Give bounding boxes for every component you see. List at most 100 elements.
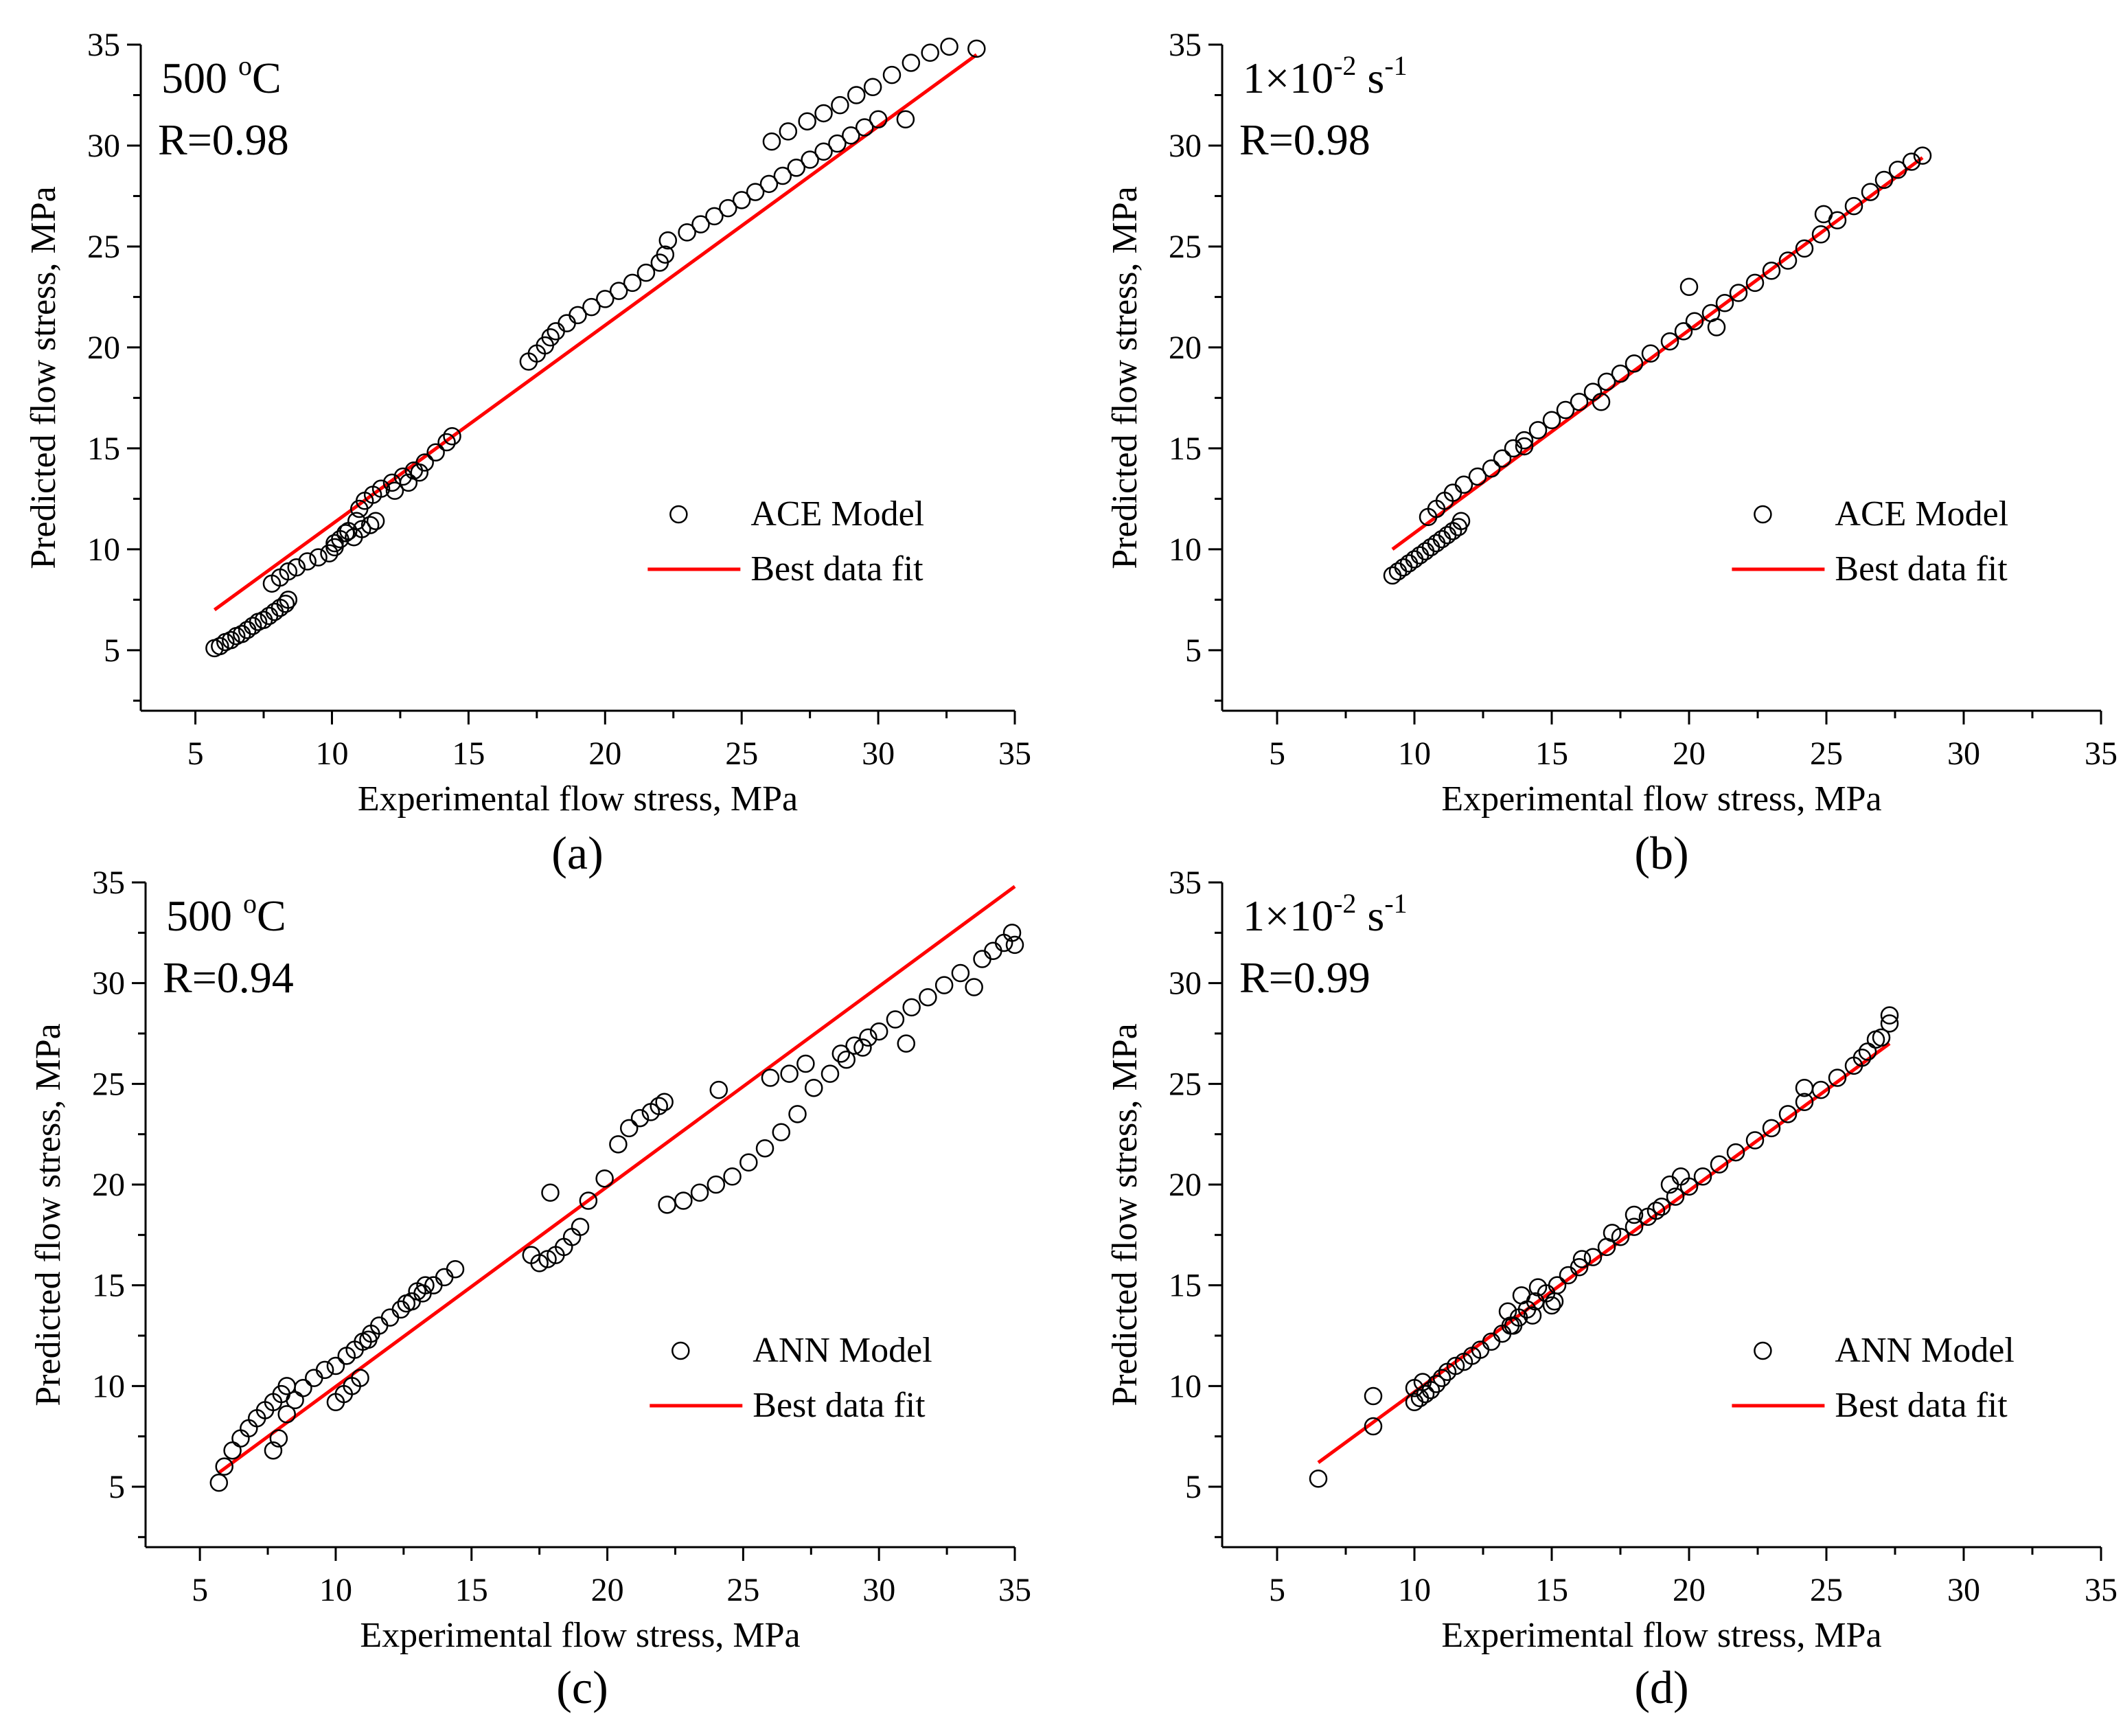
y-axis-title: Predicted flow stress, MPa [24,186,63,569]
data-point [1002,924,1022,942]
data-point [759,174,779,194]
data-point [847,86,866,104]
data-point [1432,529,1451,549]
annotation-tail: C [252,54,282,102]
data-point [630,1108,650,1128]
data-point [443,426,461,446]
data-point [1745,1131,1765,1150]
data-point [359,1330,378,1349]
data-point [709,1080,728,1099]
y-tick-label: 30 [1169,966,1202,1002]
data-point [897,1034,915,1053]
y-tick-label: 35 [92,865,125,901]
data-point [1443,522,1462,540]
x-tick-label: 35 [2085,735,2118,772]
data-point [801,150,819,169]
data-point [1611,1228,1630,1246]
legend-marker [1754,1341,1772,1360]
data-point [1814,205,1833,224]
panel-label: (c) [556,1661,608,1713]
data-point [579,1191,598,1210]
data-point [788,1105,807,1123]
data-point [209,1473,229,1492]
data-point [360,516,380,534]
y-tick-label: 20 [1169,1167,1202,1203]
x-tick-label: 20 [1673,1572,1706,1608]
data-point [965,978,983,996]
best-fit-line [218,884,1016,1474]
data-point [1410,546,1430,564]
data-point [1652,1198,1671,1216]
data-point [609,1135,628,1154]
data-point [723,1167,742,1186]
data-point [1861,183,1880,201]
data-point [435,1268,454,1287]
x-tick-label: 35 [998,1572,1031,1608]
data-point [814,142,833,161]
data-point [773,166,792,185]
data-point [619,1119,639,1138]
data-point [940,37,959,56]
y-tick-label: 5 [1185,632,1202,669]
y-tick-label: 15 [92,1268,125,1304]
data-point [211,637,229,656]
y-tick-label: 30 [1169,128,1202,164]
legend-marker [1754,505,1772,524]
condition-annotation: 500 oC [161,50,282,102]
data-point [691,215,710,233]
annotation-superscript-2: -1 [1384,50,1407,81]
y-tick-label: 20 [1169,330,1202,366]
y-tick-label: 35 [1169,865,1202,901]
x-tick-label: 15 [1535,1572,1568,1608]
data-point [1394,558,1413,577]
data-point [410,463,429,482]
y-axis-title: Predicted flow stress, MPa [1105,186,1145,569]
data-point [1364,1386,1383,1406]
x-tick-label: 30 [1947,735,1980,772]
r-value: R=0.98 [158,115,289,164]
data-point [397,1294,416,1313]
y-tick-label: 25 [92,1066,125,1102]
data-point [538,1250,557,1268]
data-point [863,78,882,96]
data-point [1309,1470,1328,1488]
y-tick-label: 15 [87,431,120,467]
data-point [882,65,902,84]
y-tick-label: 20 [92,1167,125,1203]
y-tick-label: 10 [87,532,120,568]
panel-label: (d) [1634,1661,1688,1713]
legend-label-model: ACE Model [1835,494,2008,534]
data-point [796,1054,815,1073]
data-point [919,987,937,1007]
data-point [814,104,833,123]
y-axis-title: Predicted flow stress, MPa [1105,1023,1145,1406]
data-point [1399,554,1419,573]
data-point [1504,1316,1523,1335]
y-tick-label: 30 [87,128,120,164]
x-tick-label: 5 [187,735,204,772]
data-point [869,110,888,129]
best-fit-line [1317,1042,1891,1464]
annotation-tail: C [257,891,286,940]
data-point [437,433,456,452]
data-point [1660,332,1679,351]
data-point [1795,1078,1814,1097]
data-point [1888,160,1907,179]
legend-marker [669,505,688,524]
data-point [596,290,615,308]
x-tick-label: 15 [1535,735,1568,772]
data-point [650,1097,668,1115]
r-value: R=0.94 [163,953,294,1002]
data-point [779,122,798,141]
data-point [326,1356,345,1375]
data-point [1795,1093,1814,1111]
legend-label-fit: Best data fit [753,1386,926,1425]
data-point [656,245,675,264]
x-tick-label: 25 [726,1572,759,1608]
data-point [1726,1143,1745,1162]
data-point [855,118,874,137]
data-point [853,1038,872,1057]
data-point [265,602,284,621]
data-point [1572,1250,1592,1268]
data-point [1685,312,1704,330]
